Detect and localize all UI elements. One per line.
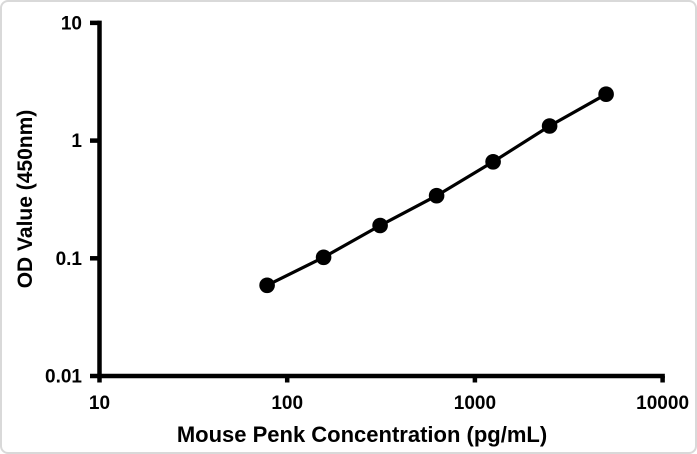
y-tick-label: 10 bbox=[61, 13, 82, 34]
x-axis-title: Mouse Penk Concentration (pg/mL) bbox=[177, 422, 547, 447]
x-tick-label: 1000 bbox=[454, 393, 496, 414]
data-point-marker bbox=[372, 217, 388, 234]
y-tick-label: 0.1 bbox=[56, 249, 83, 270]
data-point-marker bbox=[598, 86, 614, 102]
data-point-marker bbox=[541, 118, 558, 134]
y-tick-label: 1 bbox=[71, 131, 82, 152]
x-tick-label: 10000 bbox=[636, 393, 689, 414]
chart-render-layer: 10 1 0.1 0.01 10 100 1000 10000 bbox=[45, 13, 689, 414]
y-axis-title: OD Value (450nm) bbox=[14, 110, 37, 289]
data-point-marker bbox=[259, 277, 275, 294]
x-tick-label: 10 bbox=[89, 393, 110, 414]
data-point-marker bbox=[485, 154, 501, 170]
data-point-marker bbox=[428, 187, 445, 204]
x-tick-label: 100 bbox=[271, 393, 303, 414]
data-point-marker bbox=[315, 249, 332, 266]
y-tick-label: 0.01 bbox=[45, 367, 82, 388]
